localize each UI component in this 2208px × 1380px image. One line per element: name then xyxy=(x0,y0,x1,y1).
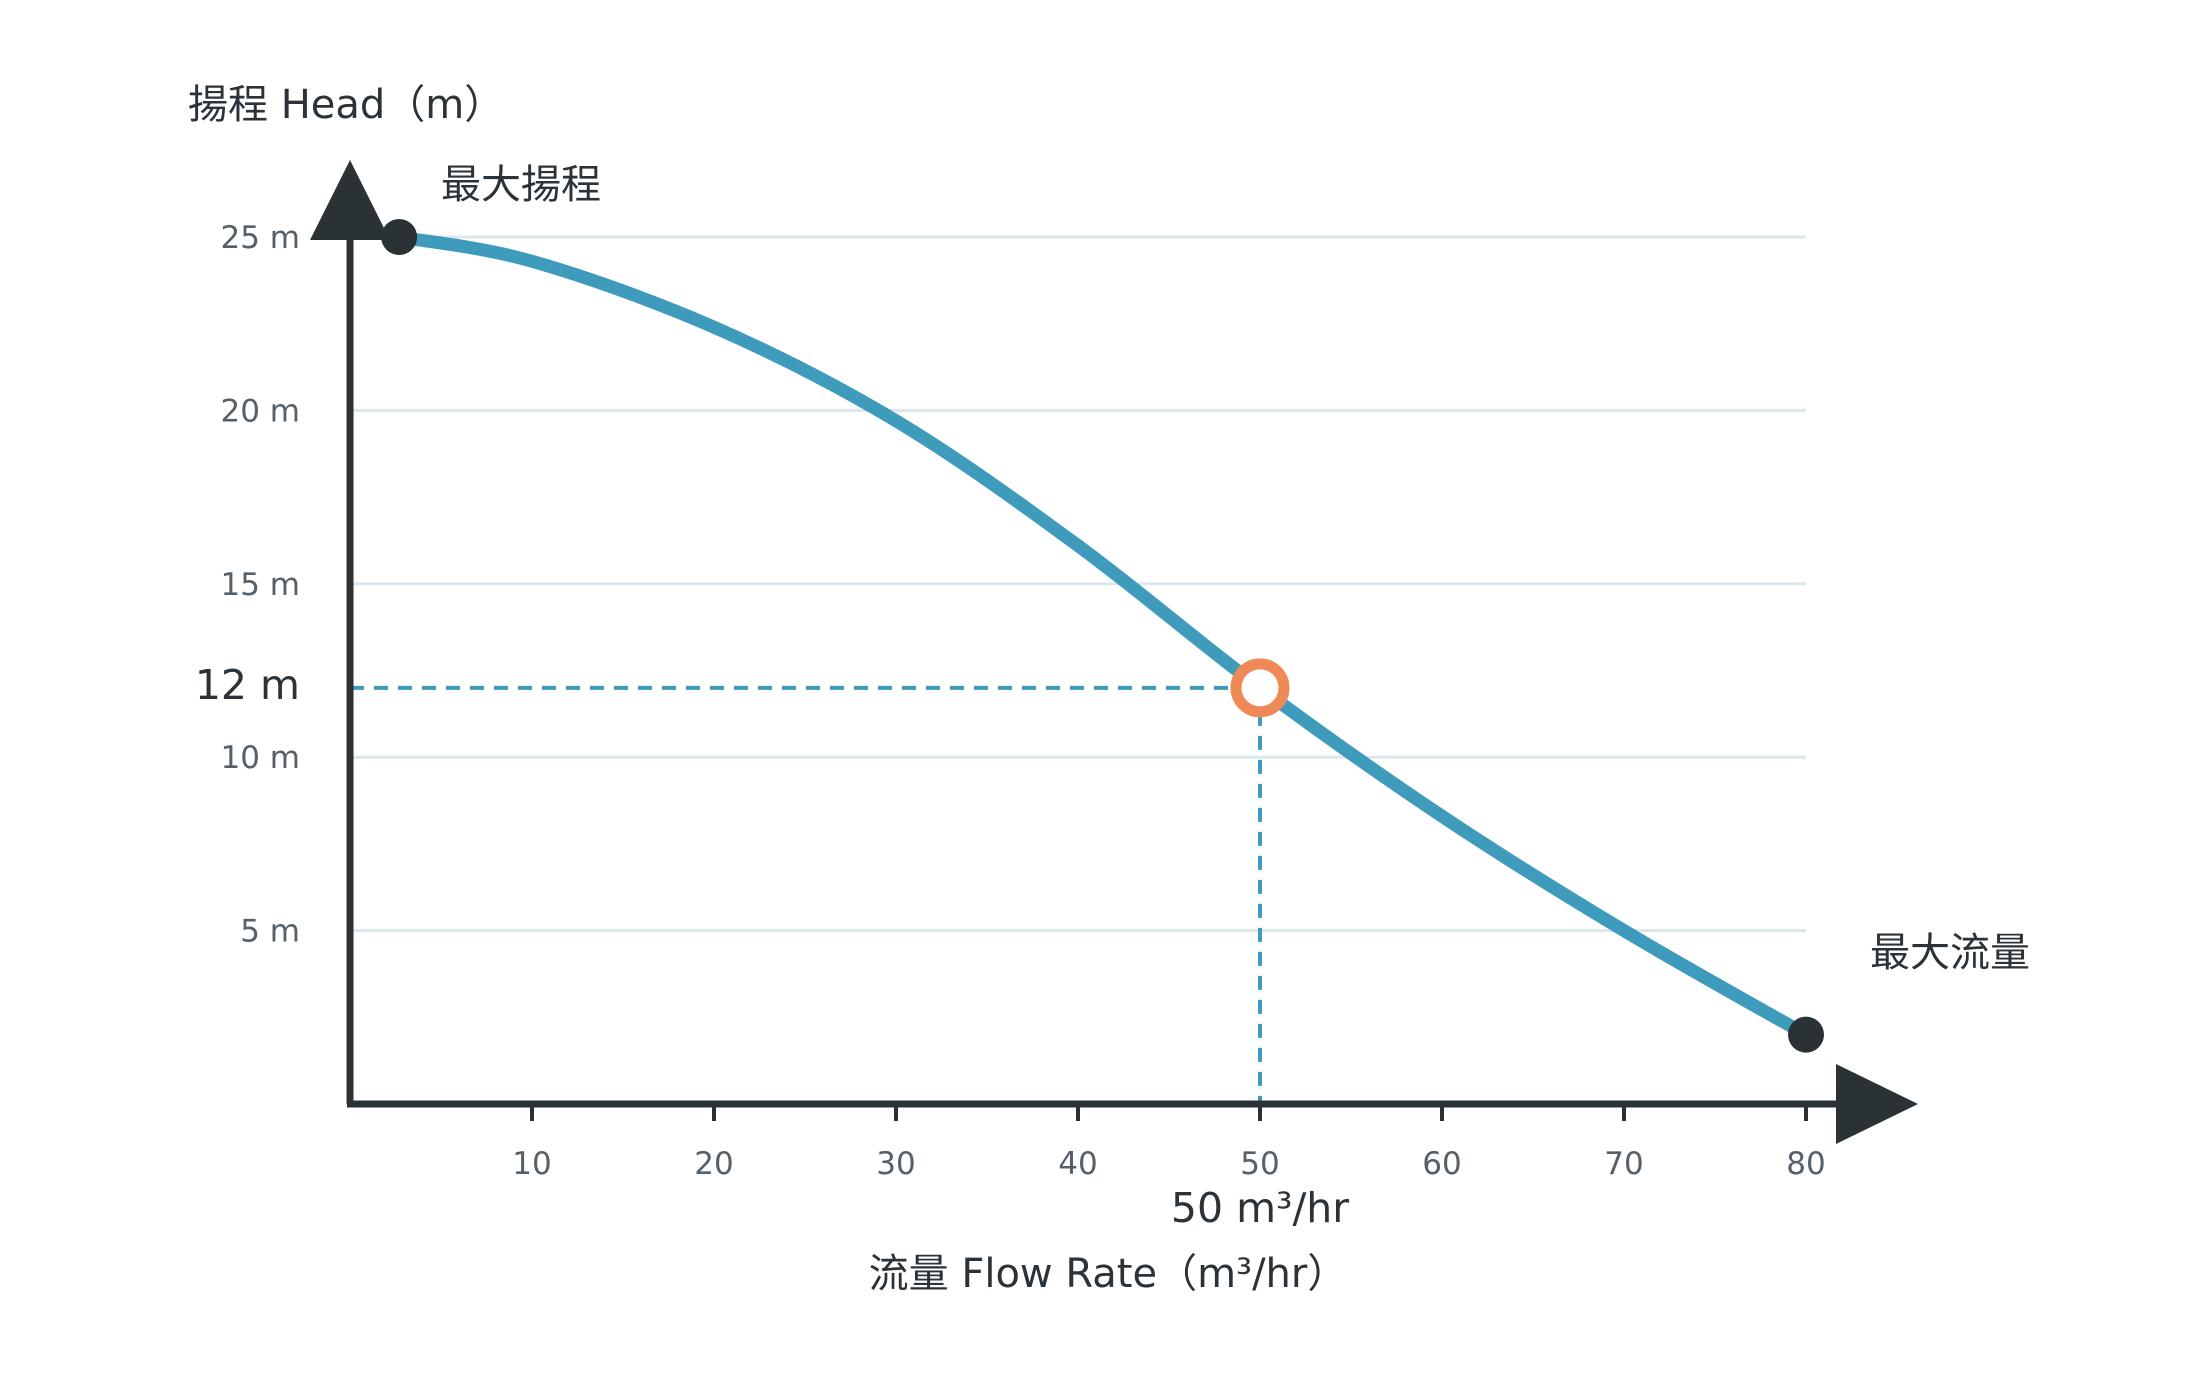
operating-point-guides xyxy=(350,685,1262,1104)
operating-flow-label: 50 m³/hr xyxy=(1171,1184,1349,1232)
x-tick-label-20: 20 xyxy=(694,1146,733,1182)
operating-point-marker xyxy=(1230,658,1290,718)
max-head-label: 最大揚程 xyxy=(441,162,601,208)
operating-head-label: 12 m xyxy=(195,661,300,709)
x-tick-label-30: 30 xyxy=(876,1146,915,1182)
x-axis-title: 流量 Flow Rate（m³/hr） xyxy=(869,1251,1348,1297)
x-tick-label-10: 10 xyxy=(512,1146,551,1182)
max-flow-point xyxy=(1788,1016,1824,1053)
max-flow-label: 最大流量 xyxy=(1870,930,2030,976)
x-tick-label-40: 40 xyxy=(1058,1146,1097,1182)
y-tick-label-20: 20 m xyxy=(221,393,301,429)
axes xyxy=(310,160,1918,1144)
y-tick-label-10: 10 m xyxy=(221,740,301,776)
pump-curve xyxy=(392,230,1813,1042)
grid-lines xyxy=(350,235,1806,933)
x-tick-label-80: 80 xyxy=(1786,1146,1825,1182)
x-tick-label-70: 70 xyxy=(1604,1146,1643,1182)
labels: 揚程 Head（m） 流量 Flow Rate（m³/hr） 最大揚程 最大流量… xyxy=(188,82,2030,1297)
pump-curve-line xyxy=(392,230,1813,1042)
x-axis-arrow xyxy=(1836,1064,1918,1144)
max-head-point xyxy=(381,219,418,255)
y-axis-title: 揚程 Head（m） xyxy=(188,82,504,128)
y-tick-label-25: 25 m xyxy=(221,220,301,256)
y-tick-label-5: 5 m xyxy=(240,914,300,950)
y-tick-label-15: 15 m xyxy=(221,567,301,603)
x-tick-label-50: 50 xyxy=(1240,1146,1279,1182)
x-tick-label-60: 60 xyxy=(1422,1146,1461,1182)
data-points xyxy=(381,219,1824,1053)
y-axis-arrow xyxy=(310,160,390,240)
